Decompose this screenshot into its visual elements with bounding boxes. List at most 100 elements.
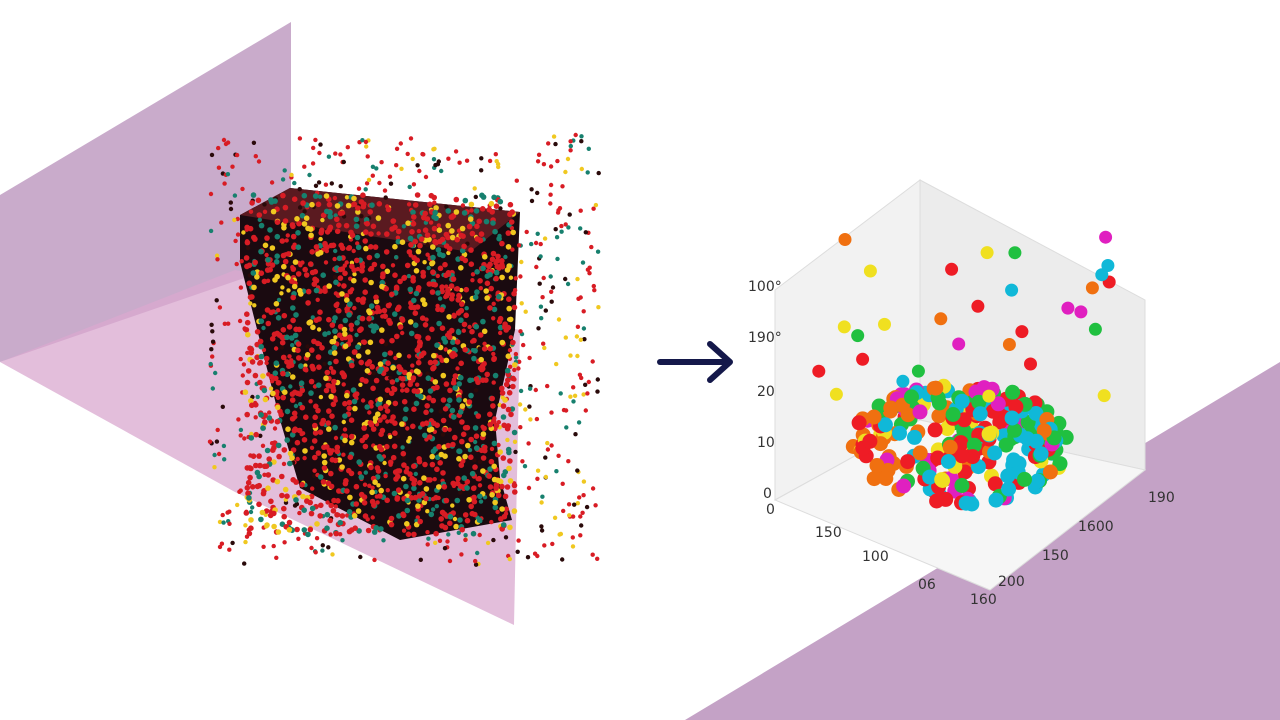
particle [312,193,319,199]
particle [333,358,339,365]
particle [450,276,457,282]
particle [349,263,355,270]
particle [312,422,318,429]
particle [352,405,358,412]
particle [264,522,270,528]
particle [253,154,258,159]
particle [423,409,429,416]
particle [387,459,394,466]
particle [358,554,363,560]
particle [447,520,453,527]
particle [543,308,548,313]
particle [416,228,422,234]
particle [563,276,568,282]
particle [309,445,315,450]
particle [489,492,495,498]
particle [264,307,271,313]
particle [266,415,273,421]
particle [536,326,541,331]
particle [346,509,353,515]
particle [505,406,512,413]
particle [314,536,320,541]
particle [436,484,442,490]
particle [421,475,427,481]
particle [307,526,314,533]
particle [247,345,253,352]
particle [410,156,415,162]
particle [971,299,985,313]
particle [295,271,302,277]
particle [456,530,461,535]
particle [304,352,311,358]
particle [385,419,390,424]
particle [348,229,354,236]
particle [445,208,452,214]
particle [575,468,580,473]
particle [329,356,334,362]
particle [286,519,293,526]
particle [370,515,375,520]
particle [489,256,496,263]
particle [505,244,512,250]
particle [535,159,541,164]
particle [443,293,450,299]
particle [400,330,405,336]
particle [282,389,288,396]
particle [499,390,506,396]
particle [521,342,526,348]
particle [355,508,362,514]
particle [237,489,242,494]
particle [401,224,407,229]
particle [240,186,245,192]
particle [829,387,843,401]
particle [491,356,497,363]
particle [577,495,582,500]
particle [575,276,580,282]
particle [408,242,414,248]
particle [515,549,520,554]
particle [399,421,405,427]
particle [507,478,514,484]
particle [244,311,250,318]
particle [360,138,365,143]
particle [373,298,380,305]
particle [291,410,298,417]
particle [326,447,333,454]
particle [499,385,505,392]
particle [326,426,332,432]
particle [270,390,276,397]
particle [384,231,390,237]
particle [454,339,461,345]
particle [1030,473,1046,489]
particle [416,339,423,345]
particle [940,454,956,469]
particle [245,331,251,338]
particle [477,346,482,351]
particle [264,267,271,273]
particle [363,187,368,192]
particle [305,225,311,232]
particle [309,545,314,551]
particle [312,268,319,275]
particle [384,376,389,381]
particle [328,393,335,400]
particle [421,301,428,308]
particle [238,356,243,362]
particle [312,430,319,436]
particle [352,305,357,311]
particle [561,508,566,514]
particle [499,339,506,346]
particle [266,456,273,462]
particle [441,335,447,342]
particle [450,350,457,357]
particle [292,389,298,396]
particle [529,198,535,204]
particle [432,282,439,288]
particle [945,407,961,422]
particle [258,353,265,360]
particle [309,347,315,353]
particle [382,188,388,193]
particle [1001,481,1017,497]
particle [452,373,459,379]
